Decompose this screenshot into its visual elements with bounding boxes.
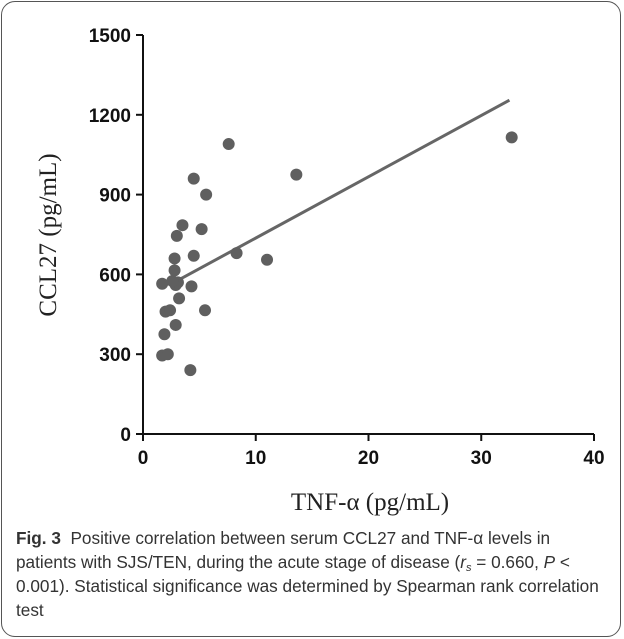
data-point [505,131,518,144]
y-tick-label: 900 [99,186,131,207]
y-axis-label: CCL27 (pg/mL) [35,153,62,316]
data-point [176,219,189,232]
data-point [187,249,200,262]
data-point [261,253,274,266]
y-tick-label: 300 [99,345,131,366]
data-point [170,229,183,242]
caption-p-letter: P [543,552,556,572]
y-tick-label: 600 [99,265,131,286]
data-point [200,188,213,201]
caption-text-1: Positive correlation between serum CCL27… [16,528,551,572]
x-tick-label: 20 [358,448,379,469]
x-tick-label: 10 [245,448,266,469]
y-tick-label: 0 [120,425,131,446]
data-point [184,364,197,377]
data-points [156,131,518,377]
y-tick-label: 1500 [89,26,131,47]
data-point [185,280,198,293]
data-point [290,168,303,181]
data-point [161,348,174,361]
caption-label: Fig. 3 [16,528,61,548]
chart-ticks: 0 10 20 30 40 0 300 600 900 1200 1500 [89,26,605,469]
data-point [168,252,181,265]
x-axis-label: TNF-α (pg/mL) [291,489,449,516]
data-point [230,247,243,260]
data-point [169,318,182,331]
data-point [222,138,235,151]
x-tick-label: 40 [583,448,604,469]
data-point [199,304,212,317]
y-tick-label: 1200 [89,106,131,127]
regression-line [178,98,511,282]
x-tick-label: 0 [138,448,149,469]
data-point [195,223,208,236]
x-tick-label: 30 [471,448,492,469]
regression-line-layer [178,98,511,282]
data-point [164,304,177,317]
chart-axes [142,35,594,435]
data-point [158,328,171,341]
data-point [187,172,200,185]
caption-rs-value: = 0.660, [471,552,544,572]
data-point [173,292,186,305]
data-point [168,264,181,277]
caption-rs-sub: s [465,562,472,574]
figure-caption: Fig. 3 Positive correlation between seru… [16,526,612,622]
caption-rs-letter: r [460,552,466,572]
caption-text-2: < 0.001). Statistical significance was d… [16,552,599,620]
scatter-chart: 0 10 20 30 40 0 300 600 900 1200 1500 TNF-α (pg/mL… [35,26,605,516]
data-point [166,275,179,288]
data-point [156,277,169,290]
